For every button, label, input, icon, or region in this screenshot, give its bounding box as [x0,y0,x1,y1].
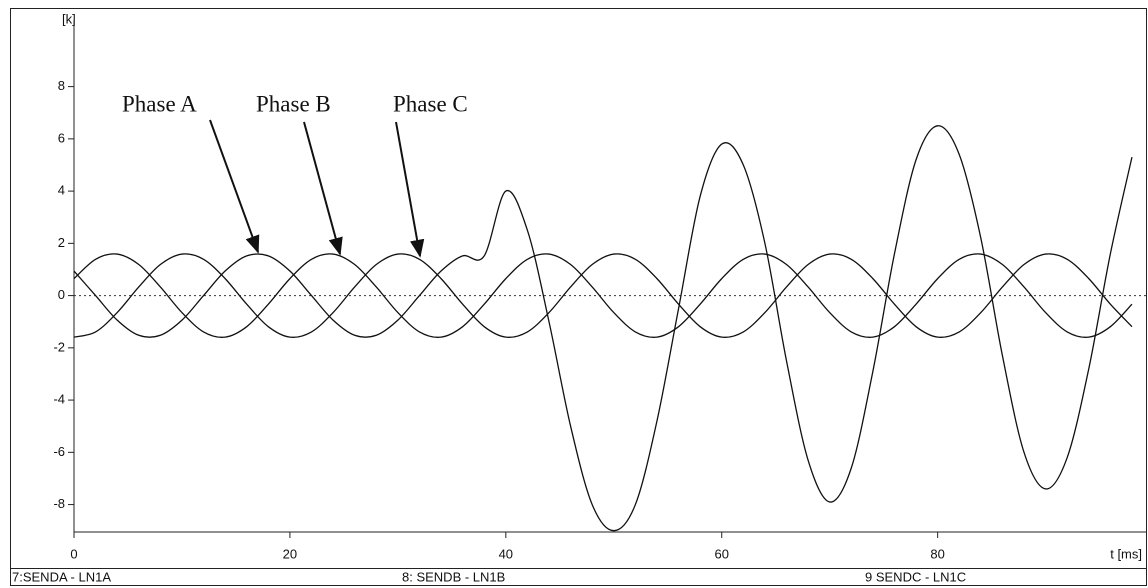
y-tick-label: 6 [58,130,65,145]
annotation: Phase A [122,91,197,116]
y-tick-label: 0 [58,287,65,302]
x-tick-label: 20 [283,546,297,561]
x-tick-label: 60 [714,546,728,561]
annotation-arrow [304,122,340,254]
page: {"chart_data": { "type": "line", "y_unit… [0,0,1148,588]
series-line [74,254,1132,337]
y-tick-label: -2 [53,339,65,354]
x-tick-label: 0 [70,546,77,561]
annotation: Phase C [393,91,468,116]
y-tick-label: 2 [58,235,65,250]
x-tick-label: 80 [930,546,944,561]
legend-entry: 7:SENDA - LN1A [12,569,111,584]
legend-entry: 9 SENDC - LN1C [865,569,966,584]
y-tick-label: -4 [53,392,65,407]
legend-entry: 8: SENDB - LN1B [402,569,505,584]
annotation-arrow [396,122,420,256]
y-tick-label: -6 [53,444,65,459]
x-tick-label: 40 [499,546,513,561]
chart: [k] t [ms] Phase A Phase B Phase C -8-6-… [0,0,1148,588]
annotation: Phase B [256,91,331,116]
annotation-arrow [210,120,258,252]
series-line [74,254,1132,337]
x-axis-label: t [ms] [1110,546,1142,561]
y-tick-label: 8 [58,78,65,93]
y-tick-label: 4 [58,183,65,198]
series-line [74,126,1132,531]
y-tick-label: -8 [53,496,65,511]
